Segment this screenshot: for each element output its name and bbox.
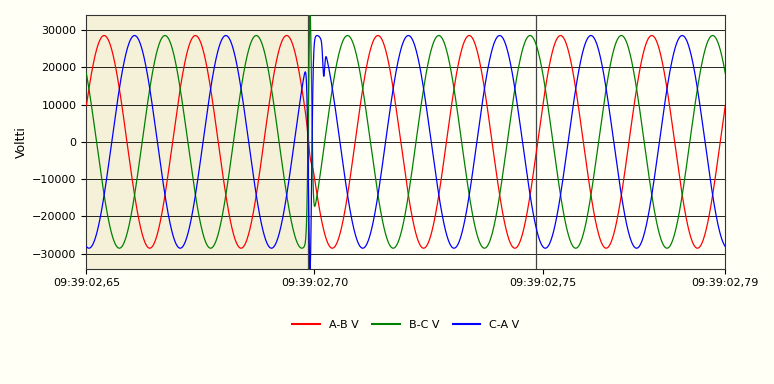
Legend: A-B V, B-C V, C-A V: A-B V, B-C V, C-A V <box>288 315 524 334</box>
Bar <box>87 15 308 269</box>
Y-axis label: Voltti: Voltti <box>15 126 28 158</box>
